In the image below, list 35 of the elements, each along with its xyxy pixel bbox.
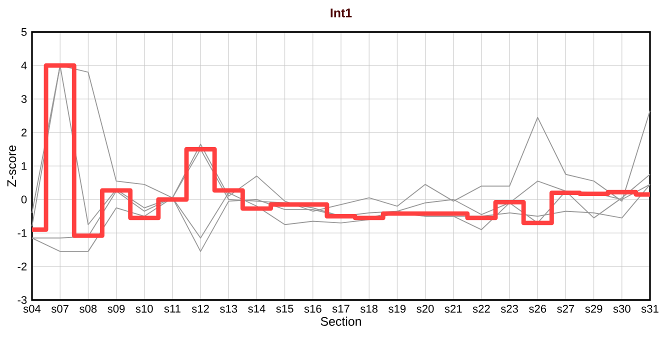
x-tick-label: s04 — [23, 304, 41, 313]
x-tick-label: s31 — [641, 304, 658, 313]
x-tick-label: s20 — [416, 304, 434, 313]
y-tick-label: 3 — [21, 95, 27, 103]
y-tick-label: -2 — [18, 262, 27, 270]
x-tick-label: s19 — [388, 304, 406, 313]
x-tick-label: s21 — [444, 304, 462, 313]
x-tick-label: s09 — [108, 304, 125, 313]
x-tick-label: s22 — [472, 304, 490, 313]
x-tick-label: s16 — [304, 304, 322, 313]
x-tick-label: s07 — [51, 304, 68, 313]
x-tick-label: s23 — [500, 304, 518, 313]
x-tick-label: s14 — [248, 304, 266, 313]
x-tick-label: s27 — [557, 304, 574, 313]
y-tick-label: 2 — [22, 128, 27, 136]
y-tick-label: -1 — [18, 229, 27, 237]
x-tick-label: s17 — [332, 304, 350, 313]
x-tick-label: s15 — [276, 304, 294, 313]
y-tick-label: 5 — [21, 28, 27, 36]
x-tick-label: s30 — [613, 304, 630, 313]
x-tick-label: s10 — [136, 304, 153, 313]
x-tick-label: s08 — [80, 304, 97, 313]
chart-title: Int1 — [330, 8, 352, 18]
y-tick-label: 4 — [21, 62, 27, 70]
x-tick-label: s18 — [360, 304, 378, 313]
x-tick-label: s11 — [164, 304, 180, 313]
y-axis-title: Z-score — [7, 145, 16, 187]
y-tick-label: -3 — [18, 296, 27, 304]
x-tick-label: s12 — [192, 304, 209, 313]
x-tick-label: s26 — [529, 304, 546, 313]
y-tick-label: 0 — [21, 196, 27, 204]
y-tick-label: 1 — [22, 162, 27, 170]
x-tick-label: s29 — [585, 304, 602, 313]
x-tick-label: s13 — [220, 304, 238, 313]
x-axis-title: Section — [320, 316, 361, 326]
